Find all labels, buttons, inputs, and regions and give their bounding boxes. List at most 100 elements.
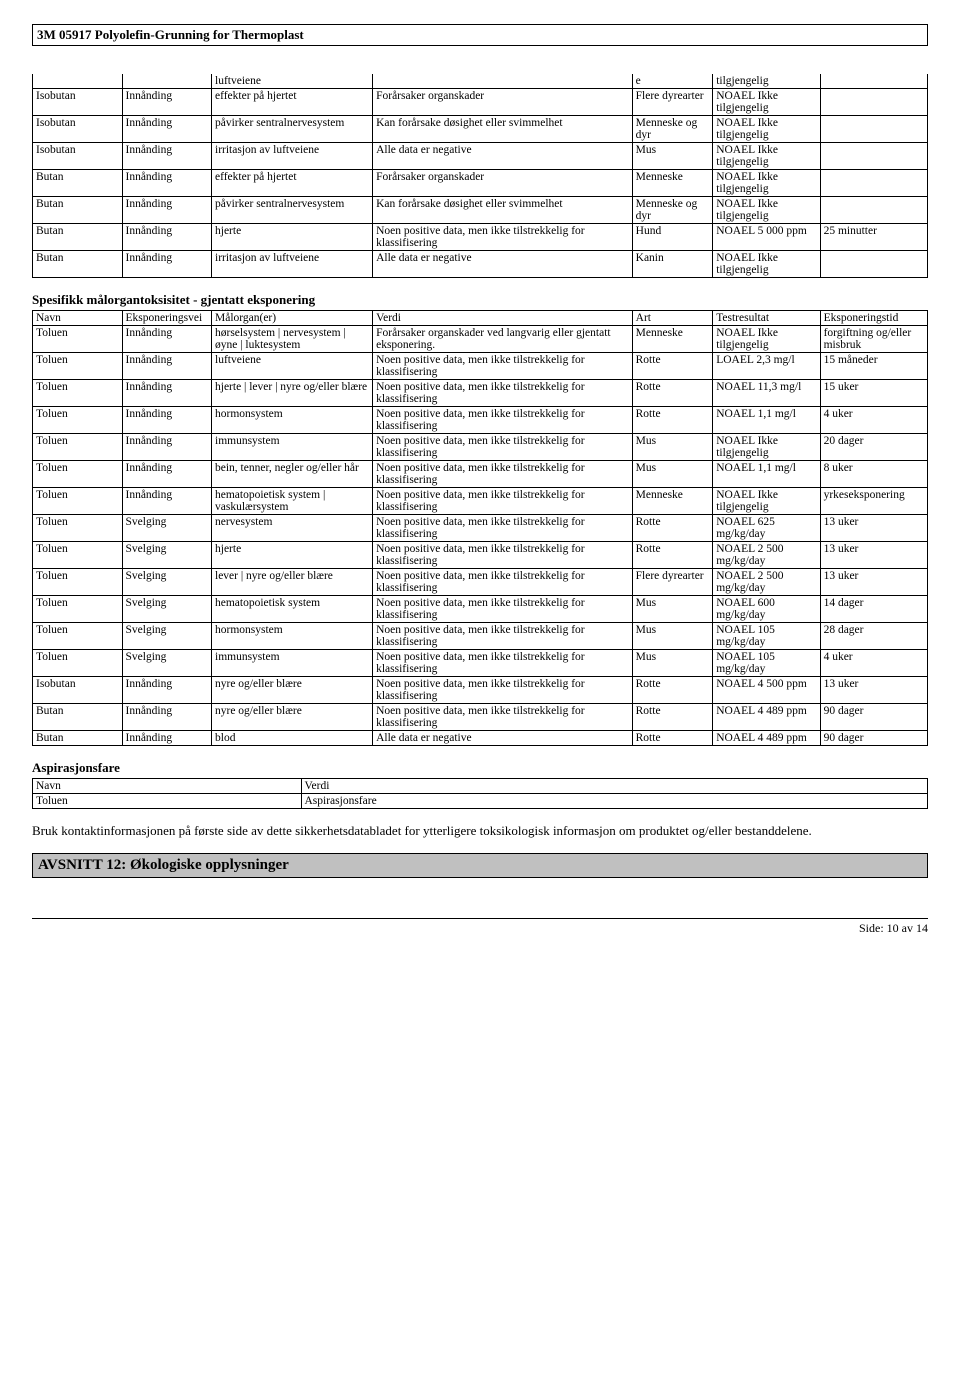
cell-route: Svelging: [122, 596, 212, 623]
cell-exp: 13 uker: [820, 515, 927, 542]
cell-organ: hjerte: [212, 542, 373, 569]
cell-test: NOAEL 1,1 mg/l: [713, 407, 820, 434]
cell-route: Innånding: [122, 170, 212, 197]
cell-name: Toluen: [33, 488, 123, 515]
cell-art: Mus: [632, 623, 713, 650]
cell-route: Innånding: [122, 407, 212, 434]
cell-exp: 13 uker: [820, 569, 927, 596]
cell-exp: [820, 74, 927, 89]
cell-test: NOAEL 600 mg/kg/day: [713, 596, 820, 623]
cell-verdi: Alle data er negative: [373, 251, 633, 278]
table-row: IsobutanInnåndingnyre og/eller blæreNoen…: [33, 677, 928, 704]
cell-test: tilgjengelig: [713, 74, 820, 89]
table-row: ToluenSvelginghormonsystemNoen positive …: [33, 623, 928, 650]
cell-name: Toluen: [33, 380, 123, 407]
cell-verdi: Noen positive data, men ikke tilstrekkel…: [373, 677, 633, 704]
cell-name: Toluen: [33, 542, 123, 569]
table-row: ButanInnåndingeffekter på hjertetForårsa…: [33, 170, 928, 197]
cell-organ: immunsystem: [212, 434, 373, 461]
cell-verdi: Noen positive data, men ikke tilstrekkel…: [373, 650, 633, 677]
th-verdi: Verdi: [301, 779, 928, 794]
page-footer: Side: 10 av 14: [32, 918, 928, 936]
cell-test: LOAEL 2,3 mg/l: [713, 353, 820, 380]
cell-organ: immunsystem: [212, 650, 373, 677]
cell-organ: bein, tenner, negler og/eller hår: [212, 461, 373, 488]
cell-name: Butan: [33, 170, 123, 197]
cell-name: Toluen: [33, 407, 123, 434]
cell-route: Innånding: [122, 251, 212, 278]
cell-organ: hematopoietisk system | vaskulærsystem: [212, 488, 373, 515]
cell-art: Menneske og dyr: [632, 116, 713, 143]
cell-name: Isobutan: [33, 89, 123, 116]
cell-verdi: Forårsaker organskader ved langvarig ell…: [373, 326, 633, 353]
cell-exp: [820, 197, 927, 224]
cell-art: Mus: [632, 143, 713, 170]
cell-art: Rotte: [632, 407, 713, 434]
cell-verdi: Noen positive data, men ikke tilstrekkel…: [373, 515, 633, 542]
th-route: Eksponeringsvei: [122, 311, 212, 326]
cell-exp: 14 dager: [820, 596, 927, 623]
cell-test: NOAEL Ikke tilgjengelig: [713, 197, 820, 224]
cell-name: Toluen: [33, 326, 123, 353]
toxicity-table-repeated: Navn Eksponeringsvei Målorgan(er) Verdi …: [32, 310, 928, 746]
table-row: ButanInnåndingirritasjon av luftveieneAl…: [33, 251, 928, 278]
cell-route: Innånding: [122, 461, 212, 488]
cell-exp: 15 uker: [820, 380, 927, 407]
cell-route: Svelging: [122, 515, 212, 542]
cell-verdi: Alle data er negative: [373, 731, 633, 746]
cell-test: NOAEL Ikke tilgjengelig: [713, 488, 820, 515]
cell-exp: 25 minutter: [820, 224, 927, 251]
cell-route: Innånding: [122, 434, 212, 461]
cell-art: Menneske og dyr: [632, 197, 713, 224]
cell-verdi: Noen positive data, men ikke tilstrekkel…: [373, 353, 633, 380]
cell-art: Menneske: [632, 326, 713, 353]
cell-route: Innånding: [122, 731, 212, 746]
cell-name: Butan: [33, 251, 123, 278]
cell-art: Rotte: [632, 353, 713, 380]
cell-route: Innånding: [122, 488, 212, 515]
cell-verdi: Kan forårsake døsighet eller svimmelhet: [373, 197, 633, 224]
cell-verdi: Noen positive data, men ikke tilstrekkel…: [373, 488, 633, 515]
cell-test: NOAEL Ikke tilgjengelig: [713, 170, 820, 197]
table-row: ButanInnåndingnyre og/eller blæreNoen po…: [33, 704, 928, 731]
cell-exp: forgiftning og/eller misbruk: [820, 326, 927, 353]
cell-name: Butan: [33, 197, 123, 224]
table-row: ToluenSvelginghjerteNoen positive data, …: [33, 542, 928, 569]
cell-verdi: Kan forårsake døsighet eller svimmelhet: [373, 116, 633, 143]
cell-route: Innånding: [122, 197, 212, 224]
cell-route: [122, 74, 212, 89]
cell-organ: påvirker sentralnervesystem: [212, 197, 373, 224]
cell-test: NOAEL 5 000 ppm: [713, 224, 820, 251]
cell-exp: [820, 116, 927, 143]
cell-art: Mus: [632, 650, 713, 677]
cell-test: NOAEL 105 mg/kg/day: [713, 650, 820, 677]
cell-name: Toluen: [33, 596, 123, 623]
document-title: 3M 05917 Polyolefin-Grunning for Thermop…: [32, 24, 928, 46]
cell-verdi: [373, 74, 633, 89]
cell-organ: nyre og/eller blære: [212, 704, 373, 731]
cell-verdi: Forårsaker organskader: [373, 89, 633, 116]
table-header-row: Navn Verdi: [33, 779, 928, 794]
cell-exp: [820, 143, 927, 170]
cell-verdi: Noen positive data, men ikke tilstrekkel…: [373, 623, 633, 650]
cell-route: Innånding: [122, 116, 212, 143]
table-row: ButanInnåndinghjerteNoen positive data, …: [33, 224, 928, 251]
cell-exp: [820, 251, 927, 278]
section-heading-aspiration: Aspirasjonsfare: [32, 760, 928, 776]
cell-test: NOAEL Ikke tilgjengelig: [713, 143, 820, 170]
cell-test: NOAEL 4 489 ppm: [713, 704, 820, 731]
cell-organ: påvirker sentralnervesystem: [212, 116, 373, 143]
cell-exp: 28 dager: [820, 623, 927, 650]
cell-verdi: Aspirasjonsfare: [301, 794, 928, 809]
cell-art: Menneske: [632, 488, 713, 515]
cell-exp: 8 uker: [820, 461, 927, 488]
cell-route: Svelging: [122, 569, 212, 596]
cell-exp: 4 uker: [820, 407, 927, 434]
cell-verdi: Noen positive data, men ikke tilstrekkel…: [373, 434, 633, 461]
cell-test: NOAEL Ikke tilgjengelig: [713, 251, 820, 278]
section-heading-repeated: Spesifikk målorgantoksisitet - gjentatt …: [32, 292, 928, 308]
table-row: ToluenSvelginglever | nyre og/eller blær…: [33, 569, 928, 596]
cell-exp: [820, 170, 927, 197]
cell-organ: hjerte | lever | nyre og/eller blære: [212, 380, 373, 407]
cell-art: Rotte: [632, 677, 713, 704]
